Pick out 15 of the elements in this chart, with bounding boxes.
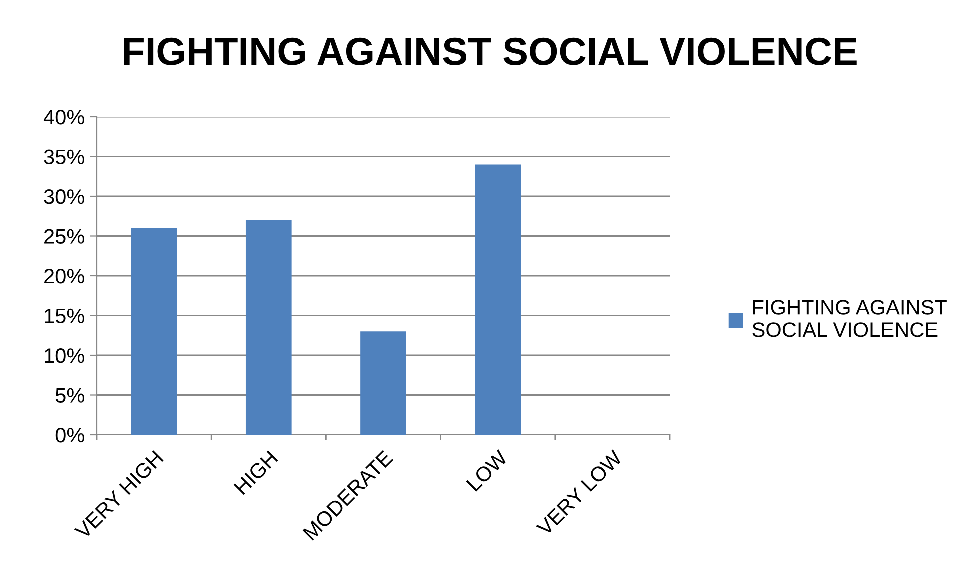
chart-title: FIGHTING AGAINST SOCIAL VIOLENCE <box>124 38 857 66</box>
y-tick-label: 5% <box>56 388 84 404</box>
y-tick-label: 35% <box>44 150 84 165</box>
y-tick-label: 10% <box>45 348 84 364</box>
y-tick-label: 0% <box>56 428 84 443</box>
y-tick-label: 20% <box>44 269 84 284</box>
legend-label: FIGHTING AGAINST SOCIAL VIOLENCE <box>752 300 947 338</box>
y-tick-label: 40% <box>44 110 84 125</box>
bar <box>246 220 292 435</box>
y-tick-label: 25% <box>44 229 84 244</box>
bar <box>131 228 178 435</box>
y-tick-label: 30% <box>44 190 84 204</box>
y-tick-label: 15% <box>45 308 84 324</box>
bar <box>475 164 522 435</box>
bar <box>360 332 406 435</box>
